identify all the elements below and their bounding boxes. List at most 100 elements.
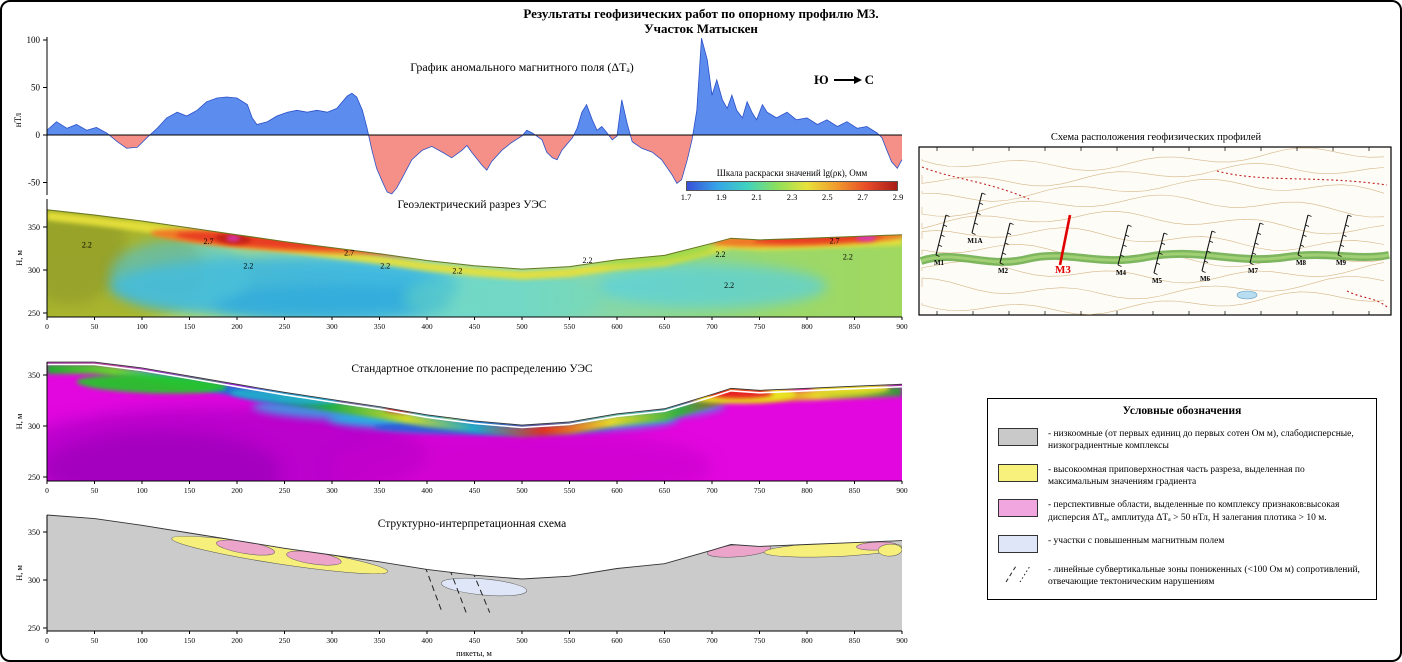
geoelectric-section-chart: 2.2 2.72.22.72.22.22.22.22.22.72.23503002… xyxy=(14,199,908,331)
svg-text:800: 800 xyxy=(801,486,813,495)
svg-text:850: 850 xyxy=(849,322,861,331)
colorscale-tick-labels: 1.7 1.9 2.1 2.3 2.5 2.7 2.9 xyxy=(681,192,904,203)
colorscale-tick: 2.3 xyxy=(786,192,798,202)
svg-text:100: 100 xyxy=(136,322,148,331)
svg-text:пикеты, м: пикеты, м xyxy=(456,648,492,658)
svg-text:300: 300 xyxy=(28,422,40,431)
stddev-panel-title: Стандартное отклонение по распределению … xyxy=(351,363,593,375)
map-panel-title: Схема расположения геофизических профиле… xyxy=(1050,132,1262,143)
legend-color-swatch xyxy=(998,499,1038,518)
svg-text:250: 250 xyxy=(28,473,40,482)
svg-text:М9: М9 xyxy=(1336,259,1347,267)
svg-text:2.2: 2.2 xyxy=(724,281,734,290)
svg-text:600: 600 xyxy=(611,636,623,645)
profiles-location-map: М1 М1А М2 М3 М4 М5 М6 М7 М8 М9 xyxy=(918,146,1392,316)
svg-text:900: 900 xyxy=(896,486,908,495)
svg-text:850: 850 xyxy=(849,486,861,495)
svg-text:400: 400 xyxy=(421,322,433,331)
legend-box: Условные обозначения - низкоомные (от пе… xyxy=(987,398,1377,600)
stddev-section-chart: 350 300 250 Н, м 0 50 100 150 200 250 300 350 400 450… xyxy=(14,361,908,495)
figure-title-line2: Участок Матыскен xyxy=(644,21,758,37)
svg-text:300: 300 xyxy=(28,266,40,275)
svg-text:800: 800 xyxy=(801,636,813,645)
legend-title: Условные обозначения xyxy=(1122,405,1242,417)
legend-item-0: - низкоомные (от первых единиц до первых… xyxy=(998,428,1366,453)
legend-item-3: - участки с повышенным магнитным полем xyxy=(998,535,1366,554)
direction-arrow-icon xyxy=(833,76,862,84)
svg-text:2.2: 2.2 xyxy=(843,253,853,262)
svg-text:2.7: 2.7 xyxy=(204,237,214,246)
legend-item-label: - низкоомные (от первых единиц до первых… xyxy=(1048,429,1354,452)
svg-text:2.2: 2.2 xyxy=(243,261,253,270)
svg-text:650: 650 xyxy=(659,636,671,645)
colorscale-title: Шкала раскраски значений lg(ρк), Омм xyxy=(716,168,868,178)
svg-text:600: 600 xyxy=(611,322,623,331)
svg-text:М1А: М1А xyxy=(967,237,982,245)
svg-text:450: 450 xyxy=(469,322,481,331)
svg-text:2.2: 2.2 xyxy=(583,256,593,265)
figure-title-line1: Результаты геофизических работ по опорно… xyxy=(523,6,879,21)
structural-scheme-chart: 350 300 250 Н, м 0 50 100 150 200 250 300 350 400 450… xyxy=(14,514,908,658)
svg-text:250: 250 xyxy=(279,636,291,645)
svg-text:800: 800 xyxy=(801,322,813,331)
svg-text:700: 700 xyxy=(706,322,718,331)
svg-text:М6: М6 xyxy=(1200,275,1211,283)
colorscale-tick: 1.7 xyxy=(680,192,692,202)
legend-item-4: - линейные субвертикальные зоны пониженн… xyxy=(998,564,1366,589)
svg-text:750: 750 xyxy=(754,636,766,645)
svg-text:750: 750 xyxy=(754,322,766,331)
svg-text:250: 250 xyxy=(28,624,40,633)
svg-text:50: 50 xyxy=(31,83,41,93)
svg-text:М2: М2 xyxy=(998,267,1009,275)
svg-text:350: 350 xyxy=(28,371,40,380)
svg-text:нТл: нТл xyxy=(13,112,23,127)
svg-text:750: 750 xyxy=(754,486,766,495)
svg-text:М3: М3 xyxy=(1055,264,1071,276)
geoelectric-panel-title: Геоэлектрический разрез УЭС xyxy=(397,199,547,211)
figure-title: Результаты геофизических работ по опорно… xyxy=(2,6,1400,37)
svg-text:150: 150 xyxy=(184,486,196,495)
legend-item-label: - линейные субвертикальные зоны пониженн… xyxy=(1048,565,1360,588)
svg-text:250: 250 xyxy=(28,309,40,318)
svg-text:2.2: 2.2 xyxy=(452,266,462,275)
svg-text:550: 550 xyxy=(564,636,576,645)
svg-text:600: 600 xyxy=(611,486,623,495)
svg-text:100: 100 xyxy=(136,636,148,645)
svg-text:0: 0 xyxy=(45,636,49,645)
svg-text:М8: М8 xyxy=(1296,259,1307,267)
svg-text:550: 550 xyxy=(564,322,576,331)
legend-color-swatch xyxy=(998,535,1038,554)
colorscale-tick: 2.1 xyxy=(751,192,762,202)
direction-south-label: Ю xyxy=(814,72,829,87)
svg-text:150: 150 xyxy=(184,322,196,331)
svg-text:650: 650 xyxy=(659,322,671,331)
legend-color-swatch xyxy=(998,463,1038,482)
direction-indicator: Ю С xyxy=(814,72,874,88)
svg-text:М7: М7 xyxy=(1248,267,1259,275)
svg-text:Н, м: Н, м xyxy=(14,250,24,266)
svg-text:150: 150 xyxy=(184,636,196,645)
svg-text:400: 400 xyxy=(421,486,433,495)
svg-text:350: 350 xyxy=(28,528,40,537)
legend-item-1: - высокоомная приповерхностная часть раз… xyxy=(998,463,1366,489)
colorscale-tick: 1.9 xyxy=(716,192,727,202)
svg-text:250: 250 xyxy=(279,486,291,495)
legend-item-2: - перспективные области, выделенные по к… xyxy=(998,499,1366,524)
svg-text:500: 500 xyxy=(516,322,528,331)
svg-text:200: 200 xyxy=(231,636,243,645)
magnetic-panel-title: График аномального магнитного поля (ΔTₐ) xyxy=(410,60,634,74)
svg-text:350: 350 xyxy=(28,223,40,232)
colorscale-tick: 2.9 xyxy=(892,192,904,202)
svg-text:500: 500 xyxy=(516,636,528,645)
svg-text:100: 100 xyxy=(27,35,41,45)
svg-text:300: 300 xyxy=(326,322,338,331)
svg-text:450: 450 xyxy=(469,486,481,495)
legend-color-swatch xyxy=(998,428,1038,446)
svg-text:50: 50 xyxy=(91,322,99,331)
svg-text:350: 350 xyxy=(374,636,386,645)
svg-text:0: 0 xyxy=(45,322,49,331)
svg-text:450: 450 xyxy=(469,636,481,645)
structural-panel-title: Структурно-интерпретационная схема xyxy=(377,518,567,530)
svg-text:300: 300 xyxy=(326,636,338,645)
